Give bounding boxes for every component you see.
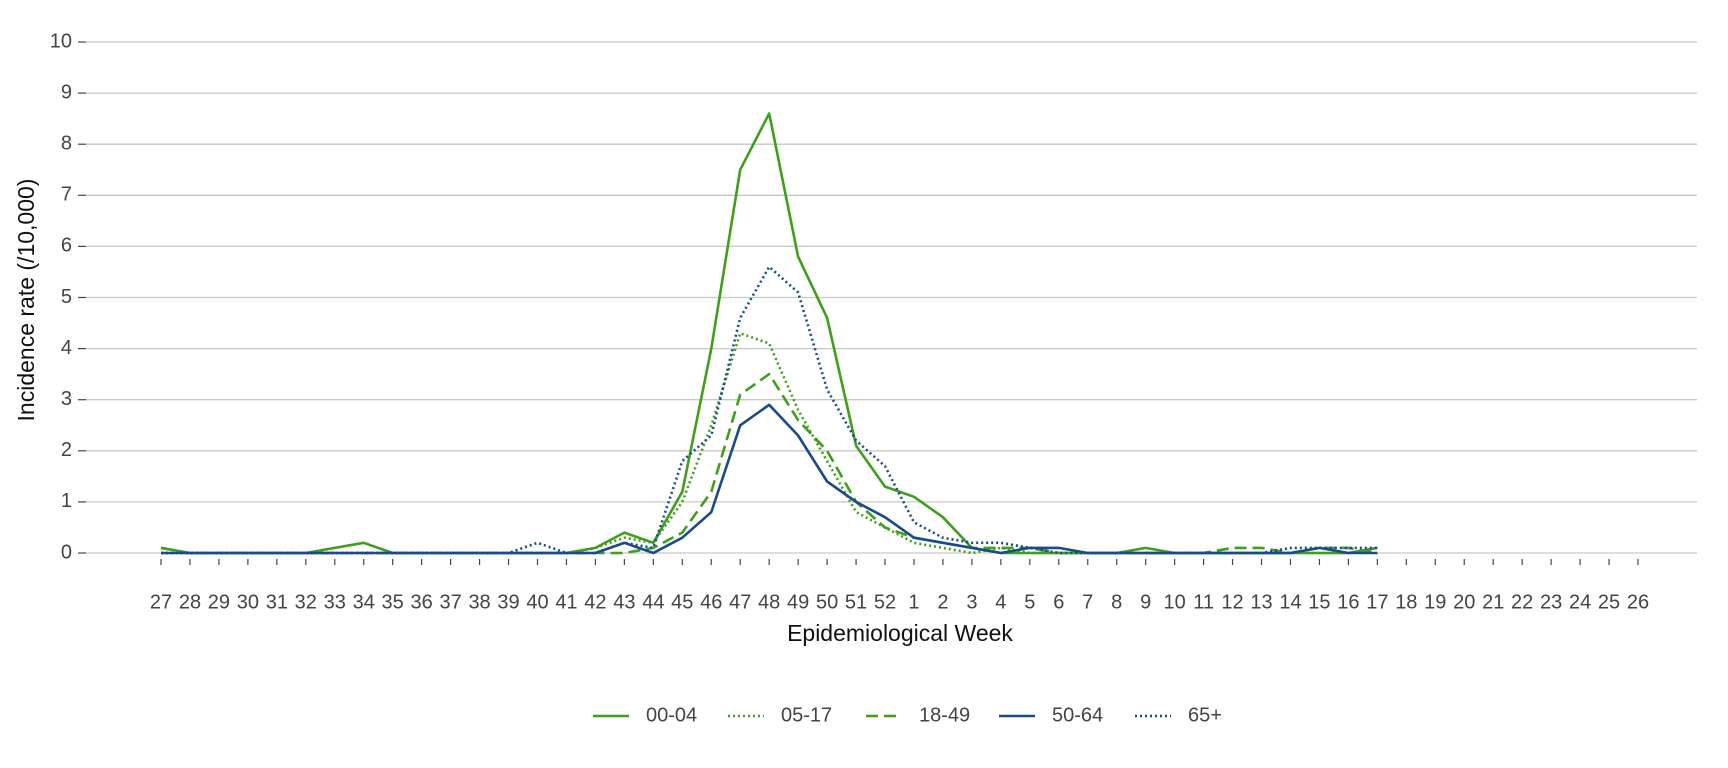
legend-label: 65+ bbox=[1188, 704, 1222, 726]
x-tick-label: 39 bbox=[497, 591, 519, 613]
x-tick-label: 28 bbox=[179, 591, 201, 613]
x-tick-label: 49 bbox=[787, 591, 809, 613]
x-tick-label: 1 bbox=[908, 591, 919, 613]
y-tick-label: 5 bbox=[61, 286, 72, 308]
y-axis-title: Incidence rate (/10,000) bbox=[13, 179, 39, 422]
y-tick-label: 4 bbox=[61, 337, 72, 359]
x-tick-label: 6 bbox=[1053, 591, 1064, 613]
x-tick-label: 13 bbox=[1250, 591, 1272, 613]
x-tick-label: 12 bbox=[1221, 591, 1243, 613]
x-tick-label: 22 bbox=[1511, 591, 1533, 613]
x-tick-label: 16 bbox=[1337, 591, 1359, 613]
x-tick-label: 30 bbox=[237, 591, 259, 613]
x-tick-label: 35 bbox=[382, 591, 404, 613]
legend-label: 00-04 bbox=[646, 704, 697, 726]
y-tick-label: 3 bbox=[61, 388, 72, 410]
x-tick-label: 17 bbox=[1366, 591, 1388, 613]
x-tick-label: 24 bbox=[1569, 591, 1591, 613]
x-tick-label: 43 bbox=[613, 591, 635, 613]
x-tick-label: 4 bbox=[995, 591, 1006, 613]
x-tick-label: 3 bbox=[966, 591, 977, 613]
x-tick-label: 21 bbox=[1482, 591, 1504, 613]
x-tick-label: 23 bbox=[1540, 591, 1562, 613]
x-tick-label: 46 bbox=[700, 591, 722, 613]
x-tick-label: 45 bbox=[671, 591, 693, 613]
x-tick-label: 38 bbox=[468, 591, 490, 613]
x-tick-label: 9 bbox=[1140, 591, 1151, 613]
y-tick-label: 2 bbox=[61, 439, 72, 461]
x-tick-label: 29 bbox=[208, 591, 230, 613]
x-tick-label: 37 bbox=[439, 591, 461, 613]
x-tick-label: 20 bbox=[1453, 591, 1475, 613]
y-tick-label: 6 bbox=[61, 235, 72, 257]
x-tick-label: 44 bbox=[642, 591, 664, 613]
x-tick-label: 32 bbox=[295, 591, 317, 613]
x-tick-label: 11 bbox=[1193, 591, 1214, 613]
x-tick-label: 33 bbox=[324, 591, 346, 613]
x-axis-title: Epidemiological Week bbox=[787, 620, 1013, 646]
series-line bbox=[161, 403, 1378, 555]
y-tick-label: 9 bbox=[61, 81, 72, 103]
x-tick-label: 40 bbox=[526, 591, 548, 613]
x-tick-label: 51 bbox=[845, 591, 867, 613]
series-line bbox=[160, 372, 1378, 555]
x-tick-label: 2 bbox=[937, 591, 948, 613]
x-tick-label: 14 bbox=[1279, 591, 1301, 613]
x-tick-label: 31 bbox=[266, 591, 288, 613]
x-tick-label: 52 bbox=[874, 591, 896, 613]
x-tick-label: 25 bbox=[1598, 591, 1620, 613]
x-tick-label: 47 bbox=[729, 591, 751, 613]
series-line bbox=[161, 265, 1378, 555]
x-tick-label: 15 bbox=[1308, 591, 1330, 613]
legend-label: 50-64 bbox=[1052, 704, 1103, 726]
x-tick-label: 34 bbox=[353, 591, 375, 613]
y-tick-label: 7 bbox=[61, 184, 72, 206]
x-tick-label: 26 bbox=[1627, 591, 1649, 613]
y-tick-label: 10 bbox=[50, 30, 72, 52]
x-tick-label: 19 bbox=[1424, 591, 1446, 613]
y-tick-label: 0 bbox=[61, 541, 72, 563]
x-tick-label: 48 bbox=[758, 591, 780, 613]
x-tick-label: 5 bbox=[1024, 591, 1035, 613]
x-tick-label: 50 bbox=[816, 591, 838, 613]
x-tick-label: 18 bbox=[1395, 591, 1417, 613]
legend-label: 05-17 bbox=[781, 704, 832, 726]
series-line bbox=[160, 112, 1378, 555]
x-tick-label: 10 bbox=[1164, 591, 1186, 613]
x-tick-label: 36 bbox=[411, 591, 433, 613]
x-tick-label: 27 bbox=[150, 591, 172, 613]
y-tick-label: 8 bbox=[61, 132, 72, 154]
y-tick-label: 1 bbox=[61, 490, 72, 512]
x-tick-label: 42 bbox=[584, 591, 606, 613]
x-tick-label: 7 bbox=[1082, 591, 1093, 613]
x-tick-label: 8 bbox=[1111, 591, 1122, 613]
x-tick-label: 41 bbox=[555, 591, 577, 613]
series-line bbox=[161, 332, 1378, 555]
legend-label: 18-49 bbox=[919, 704, 970, 726]
